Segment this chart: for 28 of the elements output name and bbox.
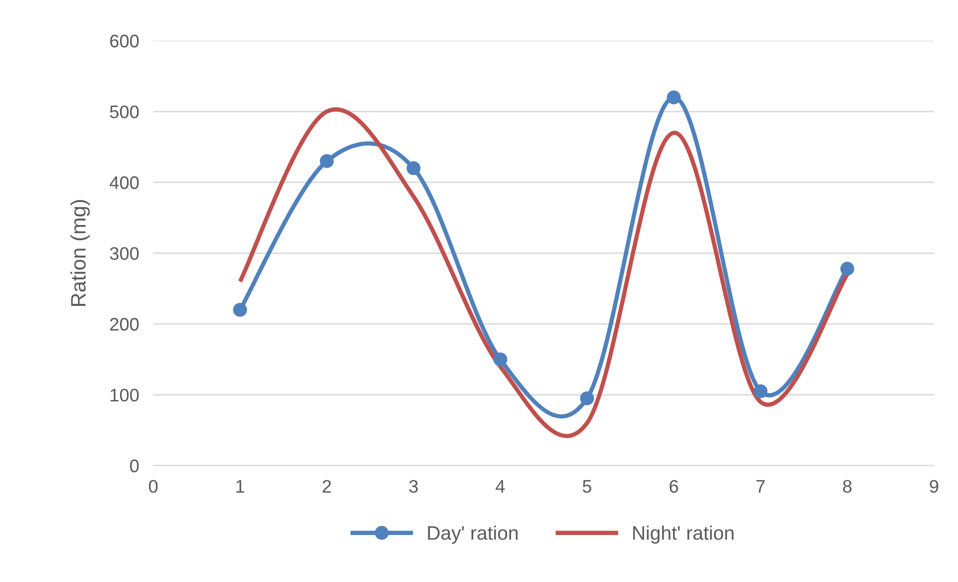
- point: [406, 161, 420, 176]
- point: [233, 302, 247, 317]
- x-tick-label: 1: [236, 480, 244, 493]
- x-tick-label: 2: [322, 480, 331, 493]
- point: [666, 90, 681, 104]
- y-tick-label: 100: [110, 388, 139, 402]
- y-tick-label: 600: [110, 34, 139, 48]
- y-tick-label: 400: [110, 176, 139, 190]
- point: [493, 352, 508, 366]
- x-tick-label: 6: [670, 480, 678, 493]
- x-tick-label: 7: [756, 480, 765, 493]
- point: [754, 384, 768, 398]
- x-tick-label: 0: [148, 480, 158, 493]
- y-tick-label: 0: [130, 460, 139, 472]
- legend-label: Night' ration: [633, 526, 734, 544]
- y-tick-label: 300: [110, 247, 139, 260]
- y-tick-label: 200: [110, 318, 139, 331]
- x-tick-label: 8: [843, 480, 852, 493]
- y-axis-title: Ration (mg): [70, 200, 90, 306]
- x-tick-label: 3: [409, 480, 418, 493]
- point: [840, 262, 854, 276]
- x-tick-label: 9: [930, 480, 938, 493]
- point: [580, 391, 594, 406]
- y-tick-label: 500: [110, 105, 139, 118]
- x-tick-label: 5: [582, 480, 592, 493]
- legend-label: Day' ration: [428, 526, 518, 544]
- point: [320, 154, 334, 168]
- x-tick-label: 4: [496, 480, 505, 493]
